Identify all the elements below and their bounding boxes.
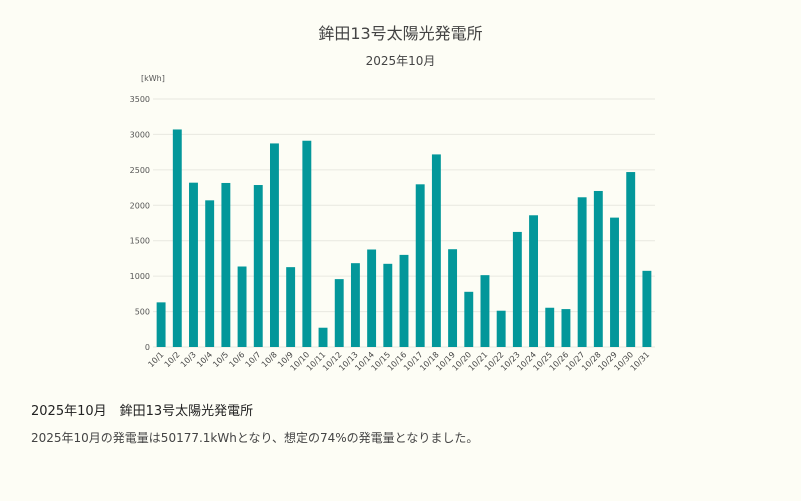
y-tick-label: 1500 <box>130 237 150 246</box>
y-axis-unit-label: [kWh] <box>141 74 165 83</box>
bar-10/14 <box>367 249 377 347</box>
y-tick-label: 2000 <box>130 201 150 210</box>
bar-10/19 <box>448 249 458 347</box>
bar-10/27 <box>577 197 587 347</box>
x-tick-label: 10/2 <box>163 350 182 369</box>
y-tick-label: 1000 <box>130 272 150 281</box>
bar-10/22 <box>496 310 506 347</box>
bar-10/31 <box>642 270 652 347</box>
bar-10/26 <box>561 309 571 347</box>
bar-10/21 <box>480 275 490 347</box>
summary-title: 2025年10月 鉾田13号太陽光発電所 <box>31 404 254 419</box>
bar-10/24 <box>529 215 539 347</box>
bar-10/4 <box>205 200 215 347</box>
bar-10/29 <box>610 217 619 347</box>
y-tick-label: 500 <box>135 308 150 317</box>
bar-10/25 <box>545 307 555 347</box>
bar-10/30 <box>626 172 636 347</box>
bar-10/18 <box>431 154 441 347</box>
y-tick-label: 3500 <box>130 95 150 104</box>
bar-10/2 <box>172 129 182 347</box>
bar-10/16 <box>399 254 409 347</box>
bar-10/11 <box>318 327 328 347</box>
bar-10/12 <box>334 279 344 347</box>
bar-10/28 <box>593 190 603 347</box>
bar-10/7 <box>253 185 263 347</box>
bar-10/1 <box>156 302 166 347</box>
bar-10/5 <box>221 182 231 347</box>
x-tick-label: 10/4 <box>195 350 214 369</box>
x-tick-label: 10/7 <box>244 350 263 369</box>
chart-title: 鉾田13号太陽光発電所 <box>318 24 483 43</box>
bar-10/15 <box>383 263 393 347</box>
bar-10/13 <box>350 263 360 347</box>
bar-10/23 <box>512 231 522 347</box>
bar-10/3 <box>189 182 198 347</box>
x-tick-label: 10/3 <box>179 350 198 369</box>
bar-10/17 <box>415 184 425 347</box>
x-tick-label: 10/6 <box>227 350 246 369</box>
bar-10/20 <box>464 291 474 347</box>
summary-text: 2025年10月の発電量は50177.1kWhとなり、想定の74%の発電量となり… <box>31 431 479 445</box>
y-tick-label: 0 <box>145 343 150 352</box>
x-tick-label: 10/1 <box>146 350 165 369</box>
bar-10/6 <box>237 266 247 347</box>
bar-10/9 <box>286 267 296 347</box>
bar-10/10 <box>302 140 312 347</box>
bar-chart: [kWh]050010001500200025003000350010/110/… <box>130 74 655 373</box>
chart-subtitle: 2025年10月 <box>365 54 436 68</box>
y-tick-label: 3000 <box>130 130 150 139</box>
bar-10/8 <box>269 143 279 347</box>
x-tick-label: 10/8 <box>260 350 279 369</box>
y-tick-label: 2500 <box>130 166 150 175</box>
x-tick-label: 10/5 <box>211 350 230 369</box>
